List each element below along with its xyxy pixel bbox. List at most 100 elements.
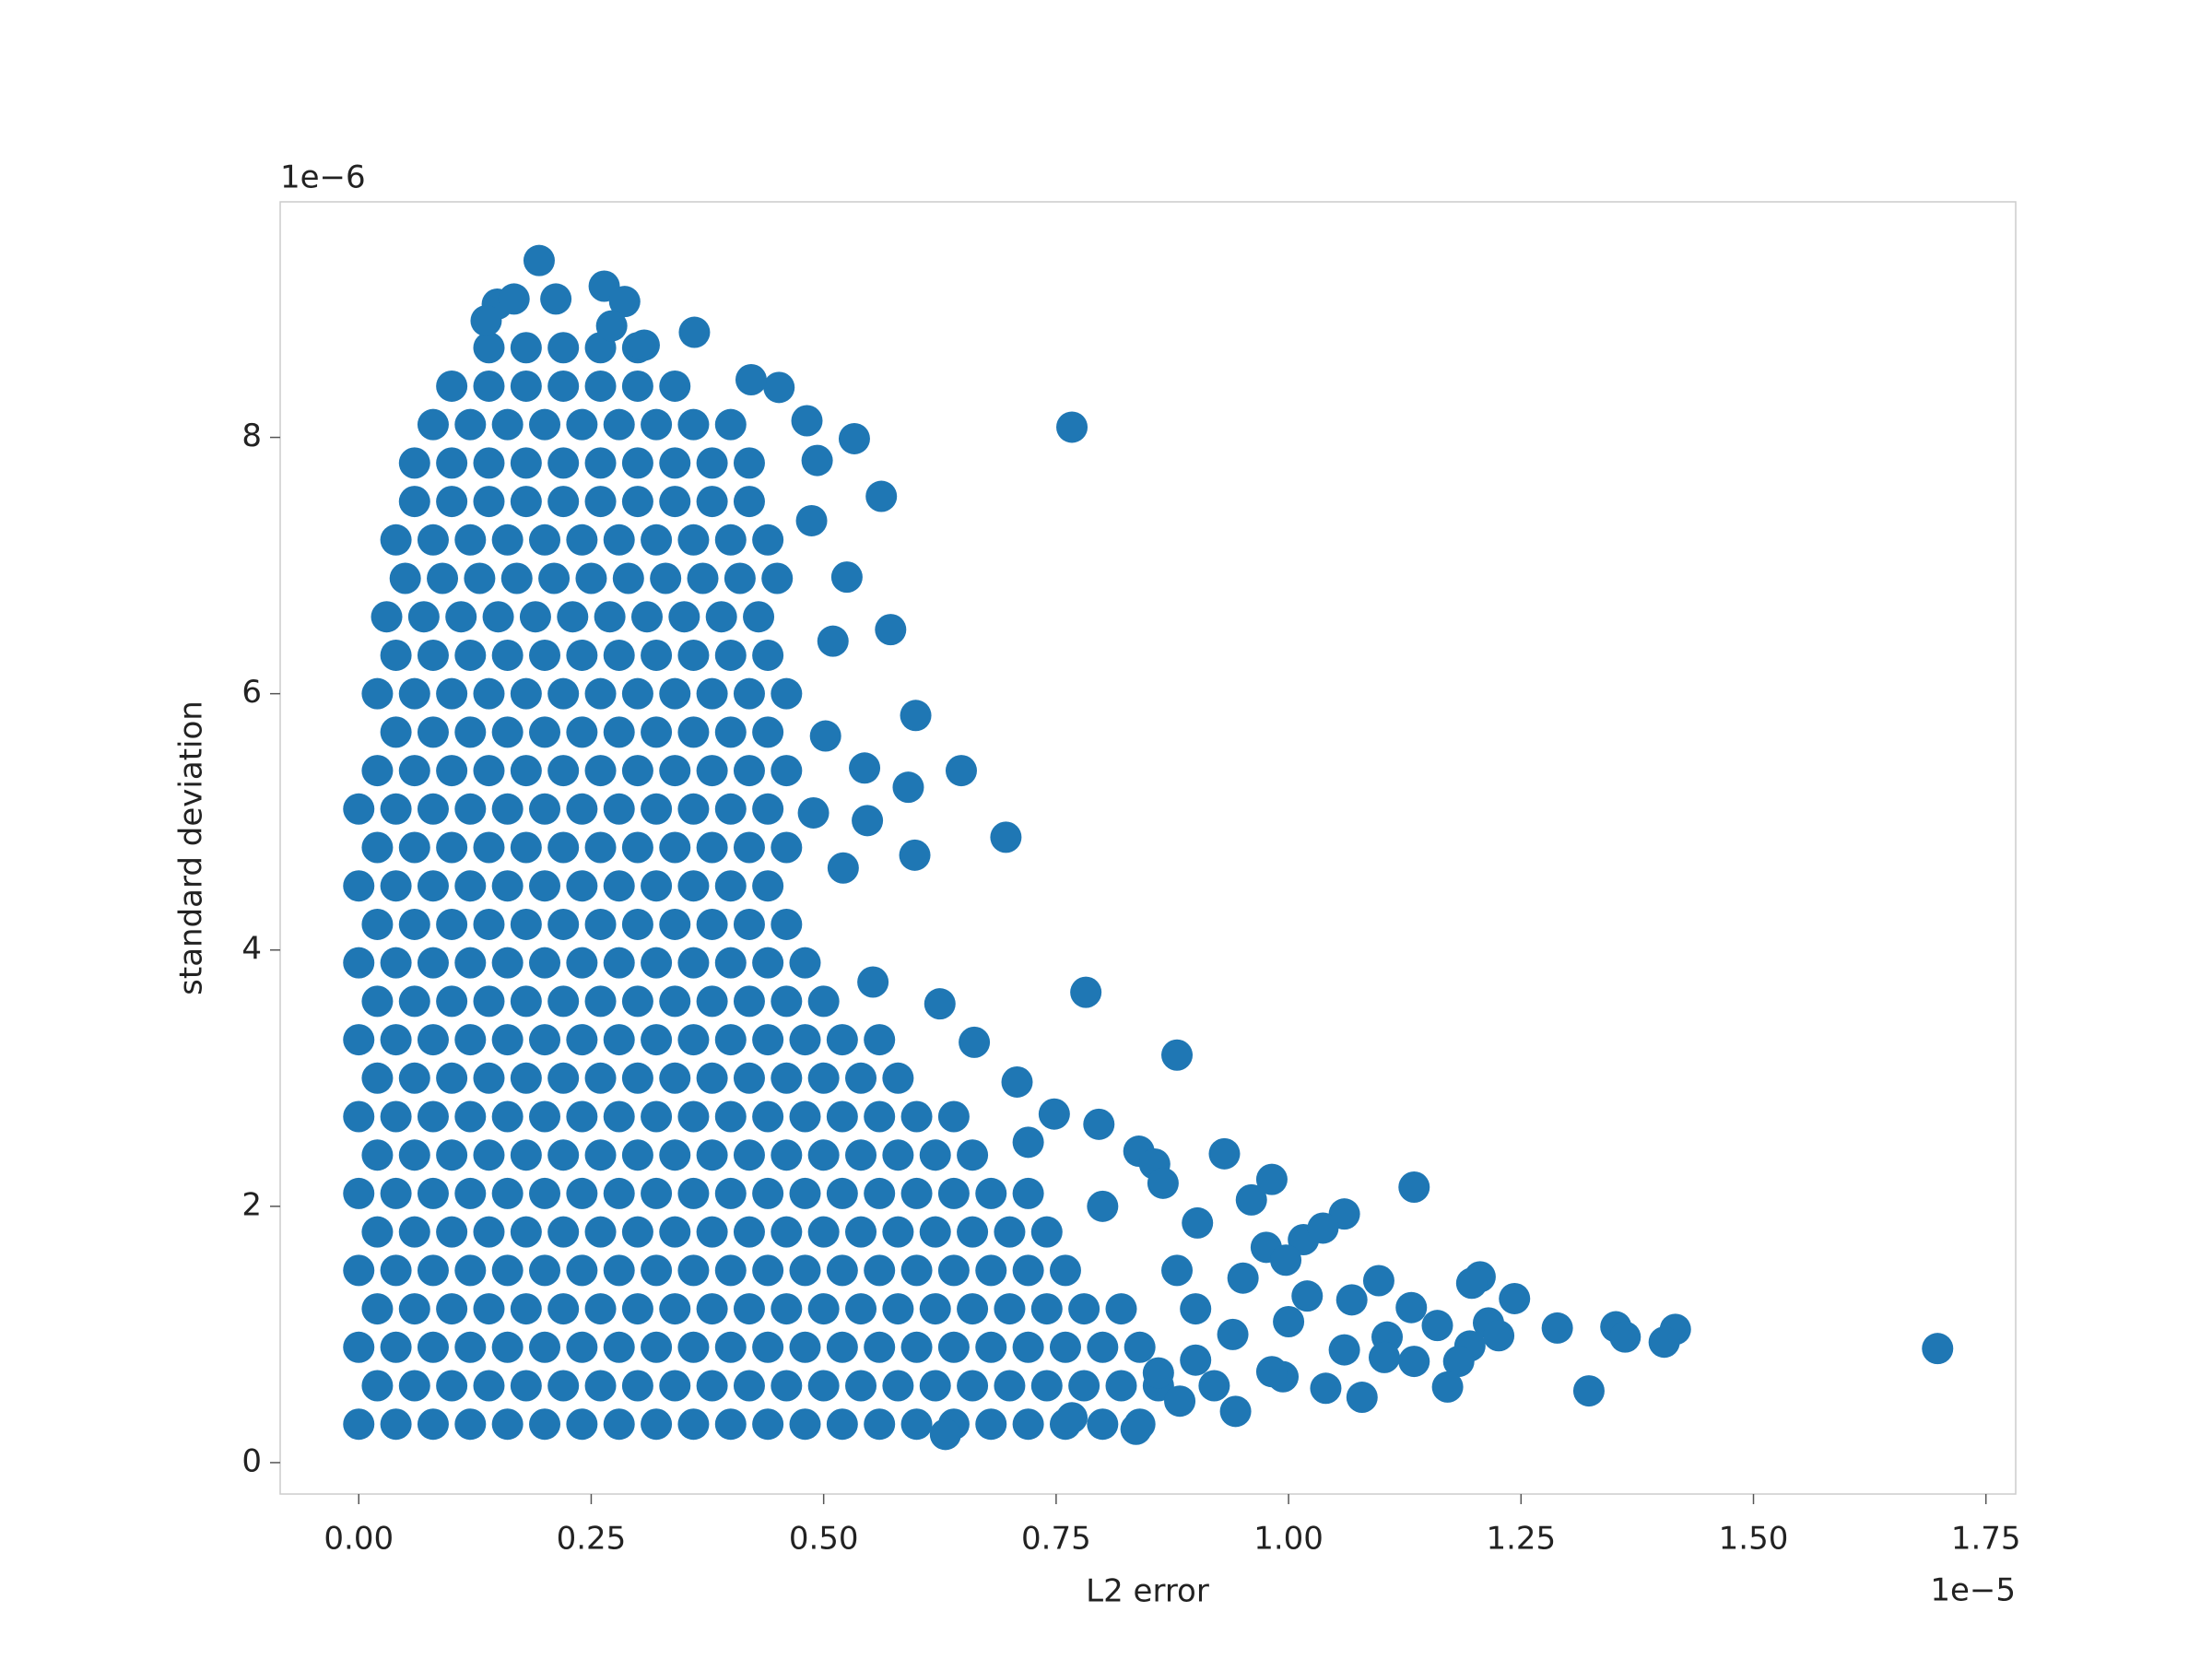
point	[343, 947, 375, 979]
point	[975, 1331, 1007, 1363]
x-tick-label: 0.75	[1021, 1521, 1091, 1558]
point	[714, 408, 747, 441]
point	[882, 1062, 914, 1094]
x-tick-label: 0.00	[324, 1521, 394, 1558]
point	[473, 370, 505, 402]
point	[1442, 1346, 1475, 1378]
point	[343, 1408, 375, 1441]
point	[510, 1293, 542, 1325]
point	[752, 639, 784, 671]
point	[529, 524, 561, 556]
point	[603, 1100, 635, 1133]
point	[724, 562, 756, 594]
point	[473, 1370, 505, 1402]
point	[510, 1216, 542, 1248]
point	[510, 831, 542, 864]
point	[882, 1216, 914, 1248]
point	[807, 1139, 840, 1171]
point	[641, 716, 673, 748]
point	[994, 1370, 1026, 1402]
point	[343, 1024, 375, 1056]
point	[789, 1331, 821, 1363]
point	[436, 755, 468, 787]
point	[1198, 1370, 1230, 1402]
point	[380, 639, 412, 671]
point	[547, 1216, 580, 1248]
point	[807, 1370, 840, 1402]
point	[417, 716, 449, 748]
point	[789, 1408, 821, 1441]
point	[852, 805, 884, 837]
point	[937, 1331, 970, 1363]
point	[603, 870, 635, 902]
point	[473, 831, 505, 864]
point	[659, 447, 691, 479]
point	[454, 1254, 487, 1287]
point	[417, 793, 449, 825]
point	[603, 1331, 635, 1363]
point	[529, 1408, 561, 1441]
point	[398, 486, 430, 518]
point	[1070, 976, 1102, 1008]
point	[436, 486, 468, 518]
point	[603, 1408, 635, 1441]
point	[1161, 1039, 1194, 1071]
x-tick-label: 1.50	[1719, 1521, 1789, 1558]
point	[491, 408, 524, 441]
point	[696, 1370, 728, 1402]
point	[1395, 1291, 1428, 1324]
point	[789, 1254, 821, 1287]
point	[1648, 1326, 1680, 1359]
point	[566, 1100, 598, 1133]
point	[436, 1062, 468, 1094]
point	[826, 1331, 858, 1363]
point	[603, 639, 635, 671]
point	[491, 947, 524, 979]
point	[1147, 1167, 1179, 1199]
point	[678, 316, 711, 348]
point	[510, 985, 542, 1018]
point	[584, 1139, 617, 1171]
point	[584, 985, 617, 1018]
point	[398, 1139, 430, 1171]
point	[1255, 1163, 1288, 1195]
point	[714, 1254, 747, 1287]
point	[380, 1100, 412, 1133]
x-tick-label: 0.50	[789, 1521, 859, 1558]
point	[1012, 1254, 1044, 1287]
point	[454, 524, 487, 556]
point	[733, 755, 765, 787]
point	[417, 1100, 449, 1133]
point	[1180, 1344, 1212, 1376]
point	[641, 947, 673, 979]
point	[1120, 1413, 1152, 1445]
point	[628, 329, 660, 361]
point	[899, 839, 931, 871]
point	[547, 677, 580, 710]
point	[621, 447, 653, 479]
point	[621, 1139, 653, 1171]
point	[696, 985, 728, 1018]
point	[510, 1062, 542, 1094]
point	[641, 1024, 673, 1056]
point	[566, 1177, 598, 1209]
point	[733, 1139, 765, 1171]
point	[1161, 1254, 1194, 1287]
point	[454, 716, 487, 748]
point	[603, 947, 635, 979]
point	[454, 1331, 487, 1363]
point	[529, 716, 561, 748]
x-tick-label: 1.75	[1951, 1521, 2021, 1558]
point	[608, 286, 641, 318]
y-tick-label: 0	[241, 1442, 262, 1479]
point	[547, 1139, 580, 1171]
point	[1049, 1331, 1081, 1363]
point	[1012, 1177, 1044, 1209]
point	[464, 562, 496, 594]
point	[771, 1293, 803, 1325]
point	[1609, 1321, 1641, 1353]
point	[371, 601, 403, 633]
point	[361, 908, 394, 940]
point	[361, 1216, 394, 1248]
